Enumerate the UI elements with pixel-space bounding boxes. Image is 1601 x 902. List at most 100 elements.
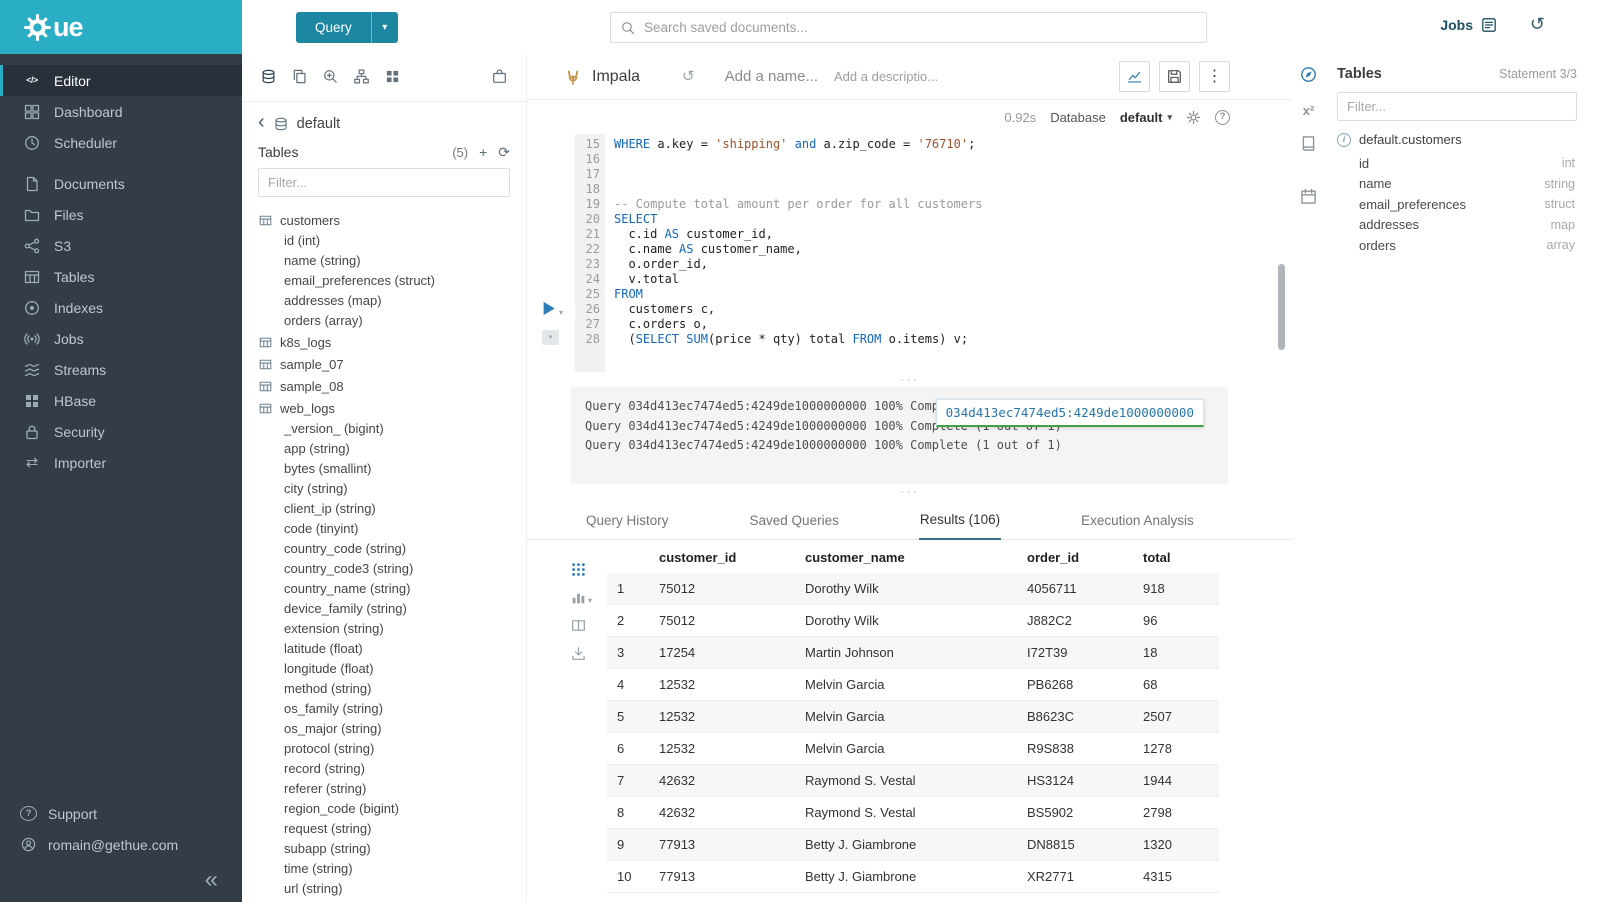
assist-column[interactable]: app (string) bbox=[284, 441, 350, 456]
table-row[interactable]: 7 42632 Raymond S. Vestal HS3124 1944 bbox=[607, 764, 1219, 797]
resize-handle-top[interactable] bbox=[527, 372, 1292, 387]
jobs-link[interactable]: Jobs bbox=[1440, 17, 1497, 33]
hue-logo[interactable]: ue bbox=[0, 0, 242, 54]
copy-button[interactable] bbox=[292, 69, 307, 87]
assist-column[interactable]: country_code (string) bbox=[284, 541, 407, 556]
assist-column[interactable]: city (string) bbox=[284, 481, 348, 496]
snippet-history-icon[interactable]: ↺ bbox=[682, 68, 695, 85]
assist-column[interactable]: url (string) bbox=[284, 881, 343, 896]
assist-column[interactable]: device_family (string) bbox=[284, 601, 407, 616]
query-dropdown-button[interactable]: ▾ bbox=[370, 12, 398, 43]
right-column-email-preferences[interactable]: email_preferences struct bbox=[1337, 194, 1577, 215]
breadcrumb-database[interactable]: default bbox=[296, 115, 341, 132]
sidebar-item-indexes[interactable]: Indexes bbox=[0, 292, 242, 323]
assist-table-web-logs[interactable]: web_logs bbox=[259, 397, 526, 419]
execute-button[interactable] bbox=[540, 300, 557, 317]
table-row[interactable]: 6 12532 Melvin Garcia R9S838 1278 bbox=[607, 732, 1219, 765]
sidebar-item-files[interactable]: Files bbox=[0, 199, 242, 230]
table-row[interactable]: 9 77913 Betty J. Giambrone DN8815 1320 bbox=[607, 828, 1219, 861]
right-column-orders[interactable]: orders array bbox=[1337, 235, 1577, 256]
sidebar-item-scheduler[interactable]: Scheduler bbox=[0, 127, 242, 158]
editor-options-button[interactable]: ▾ bbox=[542, 330, 559, 345]
assist-column[interactable]: id (int) bbox=[284, 233, 321, 248]
search-input[interactable] bbox=[644, 20, 1196, 35]
query-description-field[interactable]: Add a descriptio... bbox=[834, 69, 939, 84]
active-table[interactable]: i default.customers bbox=[1337, 130, 1577, 153]
assist-column[interactable]: _version_ (bigint) bbox=[284, 421, 384, 436]
assist-column[interactable]: client_ip (string) bbox=[284, 501, 376, 516]
back-icon[interactable]: ‹ bbox=[258, 111, 265, 133]
assist-column[interactable]: bytes (smallint) bbox=[284, 461, 372, 476]
assist-column[interactable]: email_preferences (struct) bbox=[284, 273, 435, 288]
assist-column[interactable]: country_code3 (string) bbox=[284, 561, 414, 576]
assist-column[interactable]: record (string) bbox=[284, 761, 365, 776]
chart-button[interactable] bbox=[1119, 61, 1150, 92]
sidebar-item-jobs[interactable]: Jobs bbox=[0, 323, 242, 354]
sidebar-item-s3[interactable]: S3 bbox=[0, 230, 242, 261]
add-table-icon[interactable]: + bbox=[479, 144, 488, 160]
assist-column[interactable]: method (string) bbox=[284, 681, 372, 696]
editor-scrollbar[interactable] bbox=[1278, 264, 1285, 350]
calendar-panel-button[interactable] bbox=[1300, 188, 1317, 208]
table-row[interactable]: 3 17254 Martin Johnson I72T39 18 bbox=[607, 636, 1219, 669]
column-header[interactable]: order_id bbox=[1027, 550, 1080, 565]
editor-help-icon[interactable]: ? bbox=[1215, 109, 1230, 125]
column-header[interactable]: customer_name bbox=[805, 550, 905, 565]
assist-column[interactable]: region_code (bigint) bbox=[284, 801, 399, 816]
new-query-button[interactable]: Query ▾ bbox=[296, 12, 398, 43]
table-row[interactable]: 4 12532 Melvin Garcia PB6268 68 bbox=[607, 668, 1219, 701]
sidebar-item-dashboard[interactable]: Dashboard bbox=[0, 96, 242, 127]
sidebar-item-hbase[interactable]: HBase bbox=[0, 385, 242, 416]
assist-column[interactable]: latitude (float) bbox=[284, 641, 363, 656]
assist-filter-input[interactable] bbox=[258, 168, 510, 197]
assist-column[interactable]: orders (array) bbox=[284, 313, 363, 328]
split-results-button[interactable] bbox=[571, 618, 586, 633]
tab-execution-analysis[interactable]: Execution Analysis bbox=[1081, 513, 1194, 528]
bag-button[interactable] bbox=[492, 68, 507, 87]
table-row[interactable]: 2 75012 Dorothy Wilk J882C2 96 bbox=[607, 604, 1219, 637]
assist-table-customers[interactable]: customers bbox=[259, 209, 526, 231]
table-row[interactable]: 5 12532 Melvin Garcia B8623C 2507 bbox=[607, 700, 1219, 733]
assist-column[interactable]: country_name (string) bbox=[284, 581, 411, 596]
download-results-button[interactable] bbox=[571, 646, 586, 661]
table-row[interactable]: 1 75012 Dorothy Wilk 4056711 918 bbox=[607, 573, 1219, 605]
databases-button[interactable] bbox=[261, 69, 276, 87]
assist-column[interactable]: os_major (string) bbox=[284, 721, 382, 736]
tab-saved-queries[interactable]: Saved Queries bbox=[749, 513, 839, 528]
assist-column[interactable]: request (string) bbox=[284, 821, 372, 836]
apps-button[interactable] bbox=[385, 69, 400, 87]
database-selector[interactable]: default ▾ bbox=[1120, 110, 1172, 125]
assistant-panel-button[interactable] bbox=[1300, 66, 1317, 86]
save-button[interactable] bbox=[1159, 61, 1190, 92]
grid-results-button[interactable] bbox=[571, 562, 586, 577]
functions-panel-button[interactable]: x² bbox=[1303, 103, 1315, 118]
assist-table-sample-07[interactable]: sample_07 bbox=[259, 353, 526, 375]
table-row[interactable]: 10 77913 Betty J. Giambrone XR2771 4315 bbox=[607, 860, 1219, 893]
query-name-field[interactable]: Add a name... bbox=[724, 68, 819, 85]
document-history-icon[interactable]: ↺ bbox=[1529, 14, 1545, 34]
column-header[interactable] bbox=[607, 540, 649, 573]
sitemap-button[interactable] bbox=[354, 69, 369, 87]
resize-handle-bottom[interactable] bbox=[527, 484, 1292, 499]
assist-column[interactable]: time (string) bbox=[284, 861, 353, 876]
tab-results-106[interactable]: Results (106) bbox=[918, 502, 1002, 540]
right-column-addresses[interactable]: addresses map bbox=[1337, 215, 1577, 236]
user-menu[interactable]: romain@gethue.com bbox=[0, 829, 242, 860]
assist-column[interactable]: addresses (map) bbox=[284, 293, 382, 308]
assist-column[interactable]: subapp (string) bbox=[284, 841, 371, 856]
support-link[interactable]: ? Support bbox=[0, 798, 242, 829]
collapse-sidebar-icon[interactable]: « bbox=[204, 866, 218, 893]
query-id-tooltip[interactable]: 034d413ec7474ed5:4249de1000000000 bbox=[935, 399, 1204, 427]
settings-gear-icon[interactable] bbox=[1186, 110, 1201, 125]
sidebar-item-documents[interactable]: Documents bbox=[0, 168, 242, 199]
right-column-id[interactable]: id int bbox=[1337, 153, 1577, 174]
more-actions-button[interactable]: ⋮ bbox=[1199, 61, 1230, 92]
assist-column[interactable]: extension (string) bbox=[284, 621, 384, 636]
right-column-name[interactable]: name string bbox=[1337, 174, 1577, 195]
chart-results-button[interactable]: ▾ bbox=[571, 590, 592, 605]
assist-column[interactable]: code (tinyint) bbox=[284, 521, 359, 536]
assist-table-sample-08[interactable]: sample_08 bbox=[259, 375, 526, 397]
sidebar-item-tables[interactable]: Tables bbox=[0, 261, 242, 292]
column-header[interactable]: total bbox=[1143, 550, 1171, 565]
sidebar-item-security[interactable]: Security bbox=[0, 416, 242, 447]
